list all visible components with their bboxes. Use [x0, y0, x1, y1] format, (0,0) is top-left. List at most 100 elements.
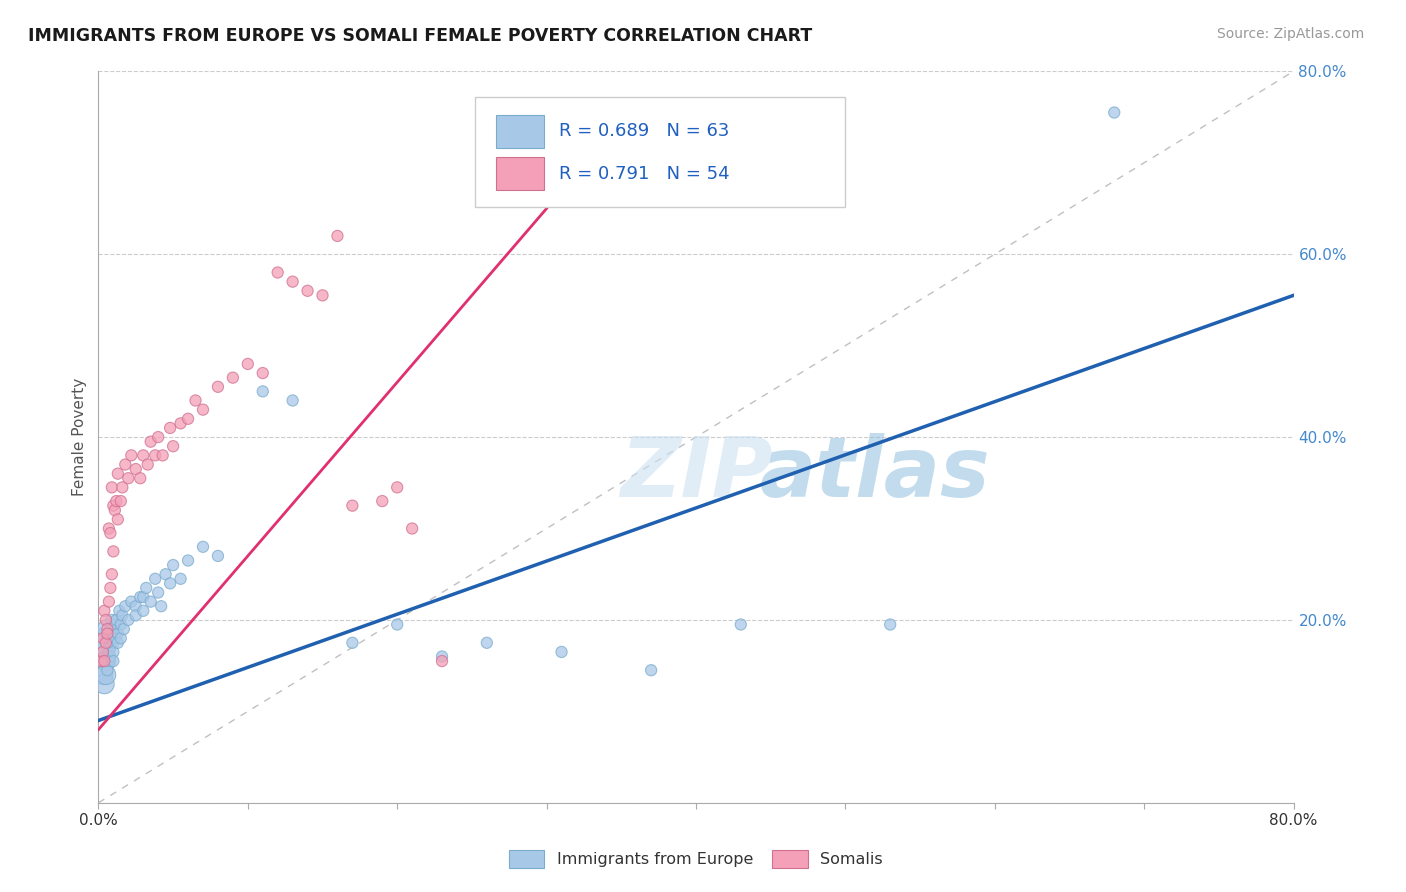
- Point: [94, 613, 117, 627]
- Point: [385, 617, 409, 632]
- Point: [152, 448, 174, 462]
- Point: [177, 412, 200, 426]
- Point: [1104, 105, 1126, 120]
- Text: R = 0.791   N = 54: R = 0.791 N = 54: [558, 165, 730, 183]
- Point: [207, 549, 229, 563]
- Point: [105, 494, 128, 508]
- FancyBboxPatch shape: [496, 157, 544, 190]
- Point: [96, 622, 118, 636]
- Point: [281, 275, 304, 289]
- Point: [169, 417, 191, 431]
- Point: [96, 622, 118, 636]
- Point: [162, 439, 184, 453]
- Point: [114, 458, 136, 472]
- Point: [97, 521, 120, 535]
- Point: [114, 599, 136, 614]
- Point: [184, 393, 207, 408]
- Point: [117, 471, 139, 485]
- Point: [103, 645, 125, 659]
- Point: [162, 558, 184, 573]
- Point: [94, 636, 117, 650]
- Point: [730, 617, 752, 632]
- Point: [236, 357, 259, 371]
- Point: [342, 636, 364, 650]
- Point: [640, 663, 662, 677]
- Point: [252, 366, 274, 380]
- Point: [107, 467, 129, 481]
- Point: [96, 663, 118, 677]
- Point: [107, 626, 129, 640]
- Point: [101, 613, 124, 627]
- Point: [148, 585, 170, 599]
- Point: [129, 471, 152, 485]
- Point: [97, 645, 120, 659]
- Point: [97, 654, 120, 668]
- Point: [93, 677, 115, 691]
- Point: [879, 617, 901, 632]
- Y-axis label: Female Poverty: Female Poverty: [72, 378, 87, 496]
- Point: [97, 632, 120, 646]
- Point: [311, 288, 333, 302]
- FancyBboxPatch shape: [475, 97, 845, 207]
- Point: [112, 622, 135, 636]
- Point: [267, 266, 290, 280]
- Point: [93, 649, 115, 664]
- Point: [297, 284, 319, 298]
- Point: [430, 654, 453, 668]
- Point: [111, 480, 134, 494]
- Point: [342, 499, 364, 513]
- Point: [401, 521, 423, 535]
- Point: [90, 654, 112, 668]
- Point: [93, 654, 115, 668]
- Point: [94, 654, 117, 668]
- Point: [101, 626, 124, 640]
- Point: [104, 632, 127, 646]
- Point: [96, 626, 118, 640]
- Point: [120, 594, 142, 608]
- Point: [120, 448, 142, 462]
- Point: [107, 512, 129, 526]
- Point: [207, 380, 229, 394]
- Point: [94, 640, 117, 655]
- Text: IMMIGRANTS FROM EUROPE VS SOMALI FEMALE POVERTY CORRELATION CHART: IMMIGRANTS FROM EUROPE VS SOMALI FEMALE …: [28, 27, 813, 45]
- Point: [91, 667, 114, 681]
- Text: ZIP: ZIP: [620, 434, 772, 514]
- Point: [103, 636, 125, 650]
- Point: [148, 430, 170, 444]
- Point: [93, 604, 115, 618]
- Point: [143, 572, 166, 586]
- Point: [91, 632, 114, 646]
- Point: [111, 608, 134, 623]
- Point: [110, 617, 132, 632]
- Point: [98, 581, 122, 595]
- Point: [150, 599, 173, 614]
- Point: [101, 480, 124, 494]
- Point: [104, 503, 127, 517]
- Point: [103, 654, 125, 668]
- Point: [107, 636, 129, 650]
- Point: [191, 402, 214, 417]
- Point: [129, 590, 152, 604]
- Point: [104, 617, 127, 632]
- Point: [139, 434, 162, 449]
- Point: [430, 649, 453, 664]
- Point: [98, 526, 122, 541]
- Point: [132, 604, 155, 618]
- Point: [91, 645, 114, 659]
- Point: [98, 649, 122, 664]
- Point: [281, 393, 304, 408]
- Point: [191, 540, 214, 554]
- Point: [326, 229, 349, 244]
- Text: atlas: atlas: [759, 434, 991, 514]
- Point: [155, 567, 177, 582]
- Point: [132, 448, 155, 462]
- Point: [169, 572, 191, 586]
- Point: [97, 594, 120, 608]
- Point: [108, 604, 131, 618]
- Point: [90, 654, 112, 668]
- Point: [177, 553, 200, 567]
- Point: [125, 599, 148, 614]
- Point: [91, 632, 114, 646]
- Point: [132, 590, 155, 604]
- FancyBboxPatch shape: [496, 115, 544, 148]
